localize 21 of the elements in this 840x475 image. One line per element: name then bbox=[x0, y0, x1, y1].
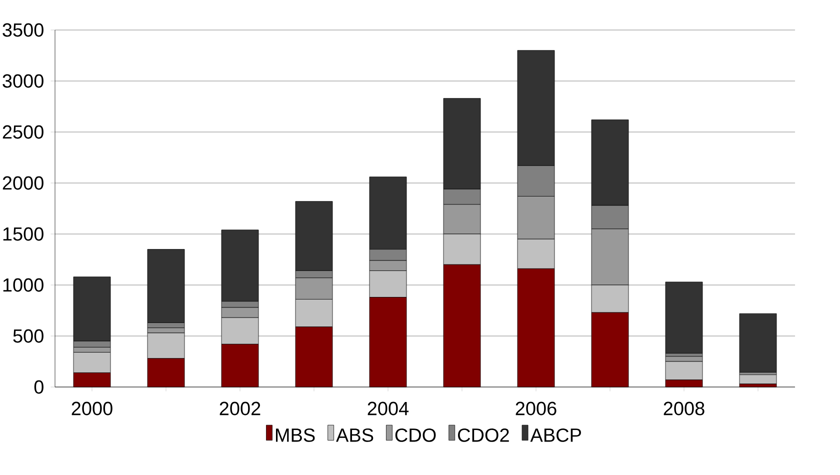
x-tick-label: 2004 bbox=[368, 402, 409, 416]
x-tick-label: 2002 bbox=[220, 402, 260, 416]
x-tick-label: 2006 bbox=[516, 402, 556, 416]
y-tick-label: 1500 bbox=[3, 227, 44, 241]
y-tick-label: 2000 bbox=[2, 176, 44, 190]
bar bbox=[665, 282, 703, 354]
x-tick-label: 2008 bbox=[664, 402, 704, 416]
y-tick-label: 0 bbox=[34, 380, 44, 394]
bar bbox=[739, 374, 777, 384]
x-tick-label: 2000 bbox=[72, 402, 112, 416]
y-tick-label: 500 bbox=[13, 329, 44, 343]
y-tick-label: 1000 bbox=[3, 278, 44, 292]
y-tick-label: 2500 bbox=[2, 125, 44, 139]
legend-label: ABS bbox=[336, 428, 374, 442]
y-tick-label: 3500 bbox=[2, 23, 44, 37]
legend-label: MBS bbox=[276, 428, 315, 442]
y-tick-label: 3000 bbox=[2, 74, 44, 88]
legend-label: CDO bbox=[395, 428, 436, 442]
legend-label: ABCP bbox=[530, 428, 581, 442]
legend-label: CDO2 bbox=[458, 428, 509, 442]
bar bbox=[739, 313, 777, 372]
